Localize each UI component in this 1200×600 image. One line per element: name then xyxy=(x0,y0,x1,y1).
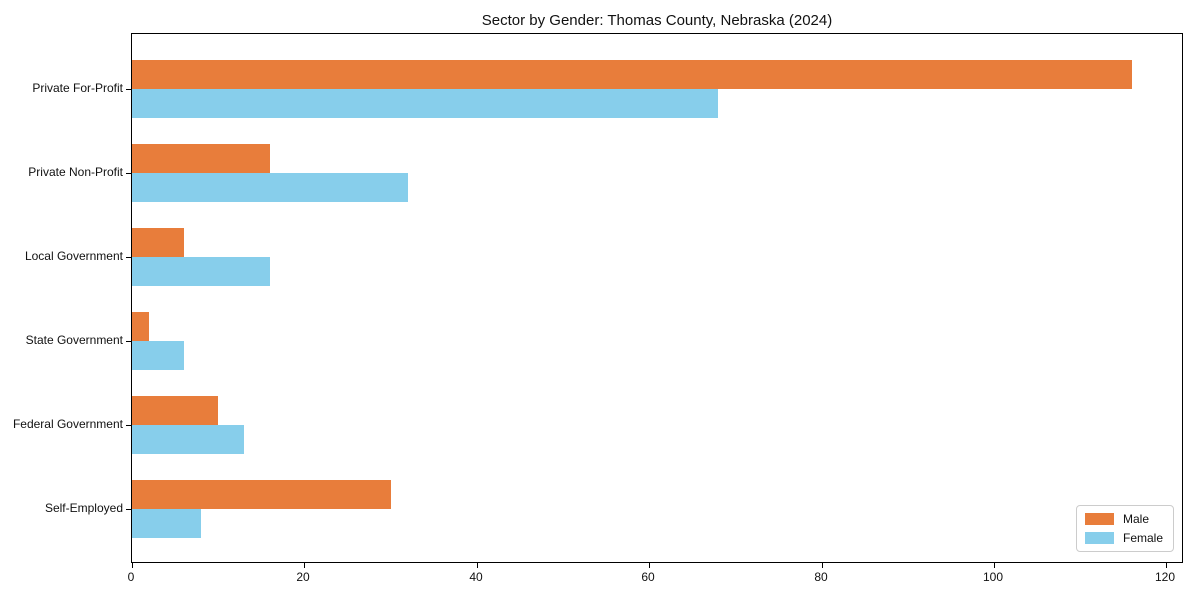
legend-swatch-male-icon xyxy=(1084,513,1114,525)
x-tick-label-120: 120 xyxy=(1154,570,1176,584)
x-tick-label-20: 20 xyxy=(296,570,310,584)
y-tick-label-private-for-profit: Private For-Profit xyxy=(32,81,123,95)
bar-male-local-government xyxy=(132,228,184,257)
x-tick-label-80: 80 xyxy=(814,570,828,584)
y-tick-label-federal-government: Federal Government xyxy=(12,417,123,431)
y-tick-label-private-non-profit: Private Non-Profit xyxy=(28,165,123,179)
chart-title: Sector by Gender: Thomas County, Nebrask… xyxy=(481,12,833,29)
x-tick-mark-80 xyxy=(822,563,823,568)
x-tick-mark-120 xyxy=(1166,563,1167,568)
y-tick-mark-private-for-profit xyxy=(126,89,131,90)
x-tick-mark-0 xyxy=(132,563,133,568)
bar-male-self-employed xyxy=(132,480,391,509)
y-axis-labels: Private For-Profit Private Non-Profit Loca… xyxy=(0,33,123,563)
y-tick-mark-private-non-profit xyxy=(126,173,131,174)
y-tick-label-state-government: State Government xyxy=(25,333,123,347)
bar-female-state-government xyxy=(132,341,184,370)
bar-female-federal-government xyxy=(132,425,244,454)
y-tick-mark-self-employed xyxy=(126,509,131,510)
bar-female-self-employed xyxy=(132,509,201,538)
y-tick-mark-federal-government xyxy=(126,425,131,426)
legend-item-male: Male xyxy=(1084,512,1163,526)
x-tick-label-40: 40 xyxy=(469,570,483,584)
y-tick-mark-local-government xyxy=(126,257,131,258)
x-tick-label-100: 100 xyxy=(982,570,1004,584)
x-tick-mark-100 xyxy=(994,563,995,568)
x-tick-mark-40 xyxy=(477,563,478,568)
x-tick-mark-60 xyxy=(649,563,650,568)
x-tick-label-0: 0 xyxy=(127,570,135,584)
x-tick-mark-20 xyxy=(304,563,305,568)
bar-male-federal-government xyxy=(132,396,218,425)
y-tick-mark-state-government xyxy=(126,341,131,342)
bar-female-private-non-profit xyxy=(132,173,408,202)
bar-male-private-non-profit xyxy=(132,144,270,173)
legend-item-female: Female xyxy=(1084,531,1163,545)
legend-label-female: Female xyxy=(1122,531,1163,545)
bar-male-private-for-profit xyxy=(132,60,1132,89)
plot-area: Male Female xyxy=(126,33,1183,568)
bar-male-state-government xyxy=(132,312,149,341)
y-tick-label-self-employed: Self-Employed xyxy=(44,501,123,515)
y-tick-label-local-government: Local Government xyxy=(24,249,123,263)
legend-label-male: Male xyxy=(1122,512,1149,526)
legend-swatch-female-icon xyxy=(1084,532,1114,544)
x-tick-label-60: 60 xyxy=(641,570,655,584)
legend: Male Female xyxy=(1075,505,1174,552)
bar-female-private-for-profit xyxy=(132,89,718,118)
bar-female-local-government xyxy=(132,257,270,286)
